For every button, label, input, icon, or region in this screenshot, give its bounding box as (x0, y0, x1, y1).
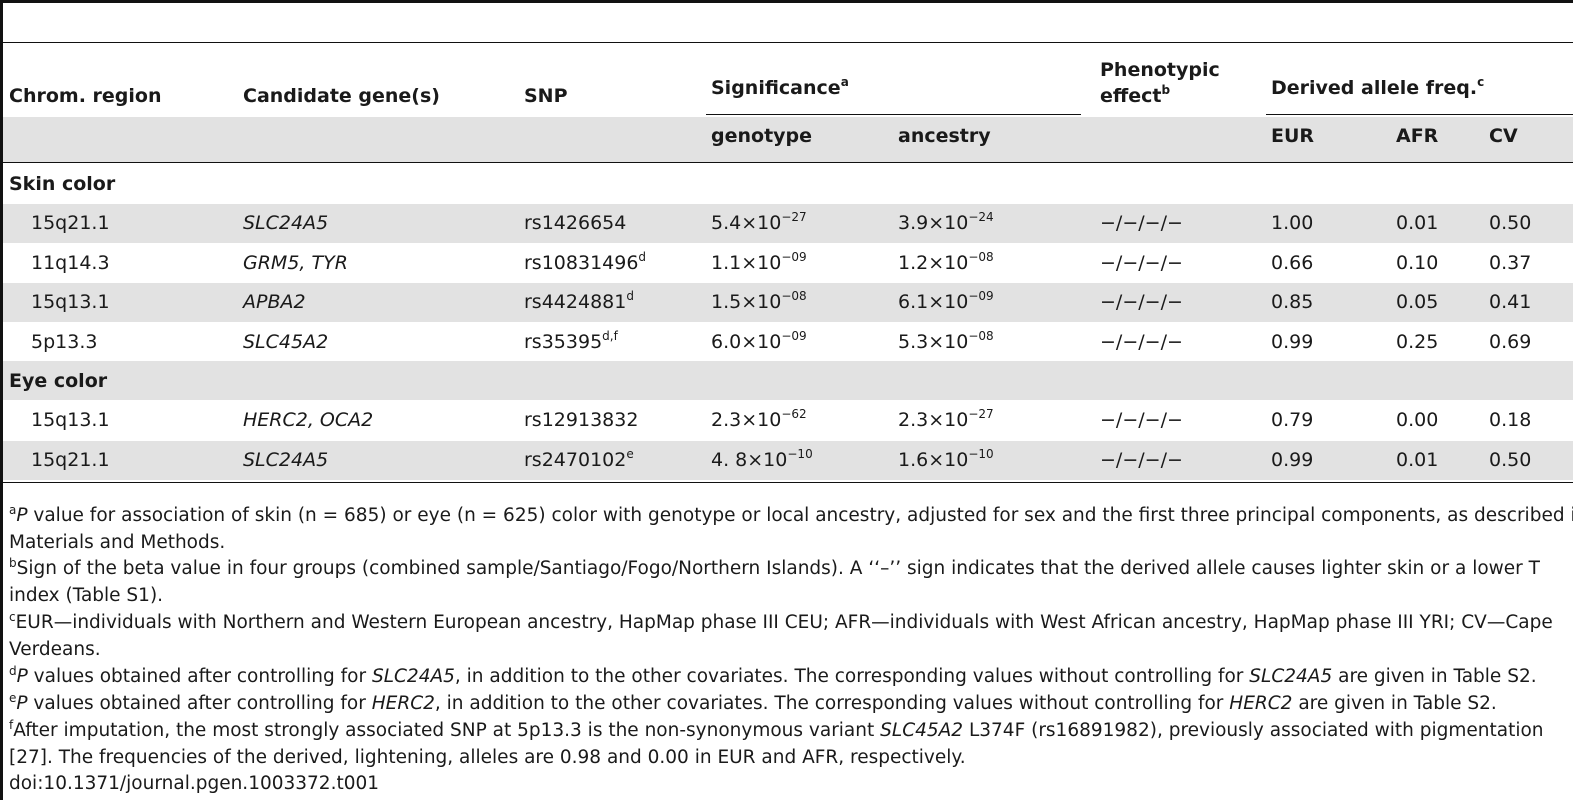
cell-region: 15q13.1 (31, 409, 110, 431)
cell-eur: 0.79 (1271, 409, 1314, 431)
cell-region: 15q13.1 (31, 291, 110, 313)
cell-significance-ancestry: 6.1×10−09 (898, 289, 994, 313)
subheader-band (3, 117, 1573, 162)
cell-eur: 0.66 (1271, 252, 1314, 274)
cell-significance-genotype: 6.0×10−09 (711, 329, 807, 353)
footnote-f: fAfter imputation, the most strongly ass… (9, 718, 1544, 741)
header-phenotypic-line1: Phenotypic (1100, 59, 1220, 81)
cell-afr: 0.10 (1396, 252, 1439, 274)
cell-snp: rs2470102e (524, 447, 634, 471)
cell-significance-ancestry: 1.2×10−08 (898, 250, 994, 274)
header-eur: EUR (1271, 125, 1315, 147)
header-significance: Significancea (711, 75, 849, 99)
footnote-e: eP values obtained after controlling for… (9, 691, 1497, 714)
section-title-eye: Eye color (9, 370, 108, 392)
cell-eur: 0.85 (1271, 291, 1314, 313)
cell-significance-genotype: 2.3×10−62 (711, 407, 807, 431)
cell-region: 15q21.1 (31, 449, 110, 471)
cell-gene: SLC24A5 (243, 212, 329, 234)
header-genotype: genotype (711, 125, 813, 147)
cell-snp: rs10831496d (524, 250, 647, 274)
table-bottom-rule (3, 482, 1573, 483)
cell-afr: 0.01 (1396, 212, 1439, 234)
header-derived-allele: Derived allele freq.c (1271, 75, 1485, 99)
header-bottom-rule (3, 162, 1573, 163)
cell-afr: 0.05 (1396, 291, 1439, 313)
cell-afr: 0.00 (1396, 409, 1439, 431)
cell-gene: SLC24A5 (243, 449, 329, 471)
row-band (3, 204, 1573, 243)
cell-gene: HERC2, OCA2 (243, 409, 374, 431)
section-title-skin: Skin color (9, 173, 116, 195)
cell-phenotypic-effect: −/−/−/− (1100, 212, 1183, 234)
section-band-eye (3, 361, 1573, 400)
cell-gene: GRM5, TYR (243, 252, 348, 274)
header-cv: CV (1489, 125, 1518, 147)
cell-snp: rs35395d,f (524, 329, 618, 353)
left-border (0, 0, 3, 800)
header-ancestry: ancestry (898, 125, 991, 147)
table-top-rule (3, 42, 1573, 43)
footnote-b-cont: index (Table S1). (9, 585, 164, 606)
cell-snp: rs12913832 (524, 409, 639, 431)
footnote-c-cont: Verdeans. (9, 639, 101, 660)
cell-eur: 1.00 (1271, 212, 1314, 234)
footnote-b: bSign of the beta value in four groups (… (9, 556, 1540, 579)
cell-phenotypic-effect: −/−/−/− (1100, 291, 1183, 313)
cell-significance-ancestry: 1.6×10−10 (898, 447, 994, 471)
header-phenotypic-line2: effectb (1100, 83, 1171, 107)
cell-eur: 0.99 (1271, 331, 1314, 353)
cell-gene: APBA2 (243, 291, 306, 313)
cell-phenotypic-effect: −/−/−/− (1100, 409, 1183, 431)
header-snp: SNP (524, 85, 568, 107)
cell-afr: 0.25 (1396, 331, 1439, 353)
significance-span-rule (706, 114, 1081, 115)
footnote-d: dP values obtained after controlling for… (9, 664, 1537, 687)
cell-cv: 0.69 (1489, 331, 1532, 353)
cell-significance-ancestry: 5.3×10−08 (898, 329, 994, 353)
header-afr: AFR (1396, 125, 1439, 147)
cell-snp: rs1426654 (524, 212, 627, 234)
cell-cv: 0.50 (1489, 212, 1532, 234)
footnote-c: cEUR—individuals with Northern and Weste… (9, 610, 1553, 633)
cell-significance-ancestry: 3.9×10−24 (898, 210, 994, 234)
cell-phenotypic-effect: −/−/−/− (1100, 449, 1183, 471)
top-border (0, 0, 1573, 3)
cell-region: 11q14.3 (31, 252, 110, 274)
cell-region: 15q21.1 (31, 212, 110, 234)
cell-cv: 0.50 (1489, 449, 1532, 471)
cell-significance-genotype: 5.4×10−27 (711, 210, 807, 234)
cell-significance-genotype: 4. 8×10−10 (711, 447, 813, 471)
cell-cv: 0.41 (1489, 291, 1532, 313)
footnote-a-cont: Materials and Methods. (9, 532, 226, 553)
cell-phenotypic-effect: −/−/−/− (1100, 252, 1183, 274)
cell-phenotypic-effect: −/−/−/− (1100, 331, 1183, 353)
header-candidate-genes: Candidate gene(s) (243, 85, 440, 107)
doi-text: doi:10.1371/journal.pgen.1003372.t001 (9, 773, 380, 794)
cell-cv: 0.37 (1489, 252, 1532, 274)
row-band (3, 283, 1573, 322)
cell-significance-genotype: 1.1×10−09 (711, 250, 807, 274)
cell-significance-genotype: 1.5×10−08 (711, 289, 807, 313)
cell-eur: 0.99 (1271, 449, 1314, 471)
row-band (3, 441, 1573, 480)
cell-cv: 0.18 (1489, 409, 1532, 431)
cell-snp: rs4424881d (524, 289, 634, 313)
cell-afr: 0.01 (1396, 449, 1439, 471)
cell-gene: SLC45A2 (243, 331, 329, 353)
cell-significance-ancestry: 2.3×10−27 (898, 407, 994, 431)
allele-span-rule (1266, 114, 1573, 115)
footnote-a: aP value for association of skin (n = 68… (9, 503, 1573, 526)
cell-region: 5p13.3 (31, 331, 98, 353)
header-chrom-region: Chrom. region (9, 85, 162, 107)
footnote-f-cont: [27]. The frequencies of the derived, li… (9, 747, 966, 768)
